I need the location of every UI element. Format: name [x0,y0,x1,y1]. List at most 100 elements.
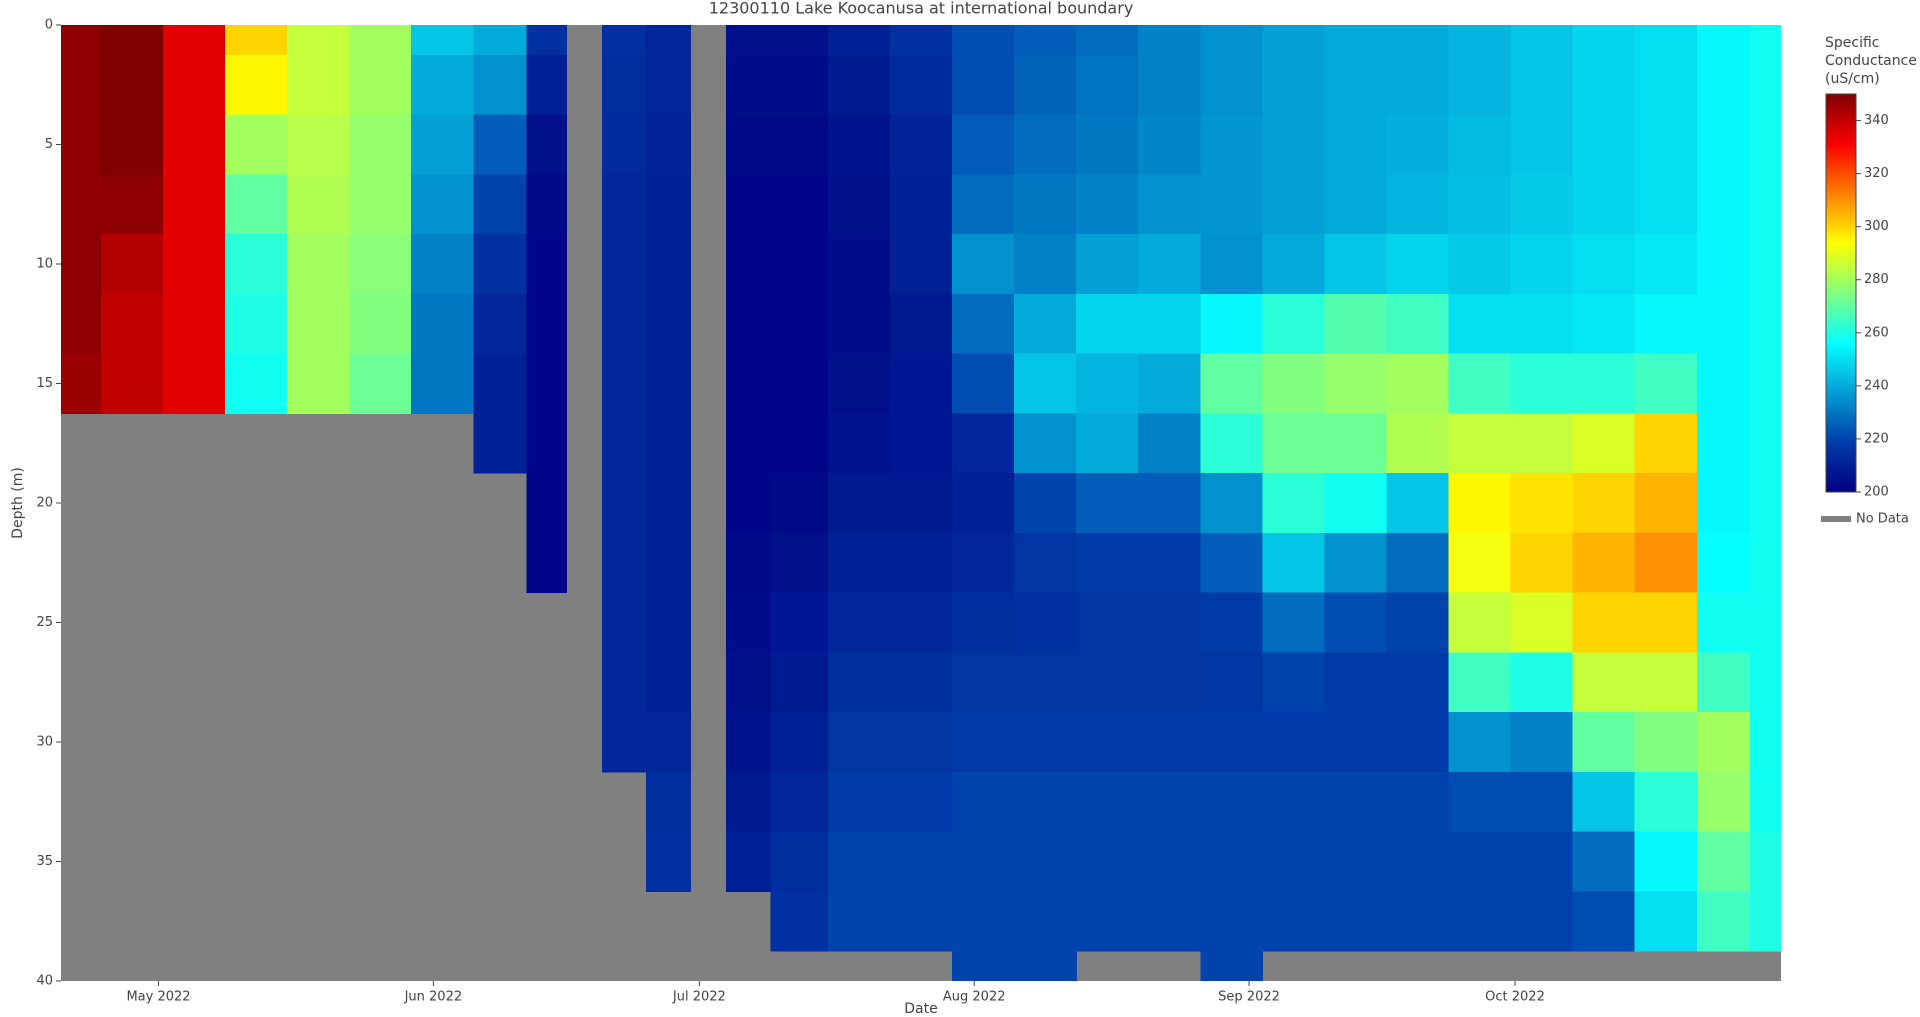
heatmap-cell [827,532,891,594]
heatmap-cell [889,293,953,355]
heatmap-cell [1696,592,1751,653]
heatmap-cell [1014,592,1077,653]
heatmap-cell [725,54,771,116]
heatmap-cell [100,353,164,414]
heatmap-cell [770,891,829,952]
x-tick-label: Sep 2022 [1218,990,1280,1005]
heatmap-cell [1200,413,1263,474]
heatmap-cell [1138,712,1201,773]
heatmap-cell [889,831,953,892]
heatmap-cell [601,353,647,414]
heatmap-cell [1324,473,1388,534]
heatmap-cell [1386,114,1450,175]
heatmap-cell [411,293,474,355]
heatmap-cell [827,413,891,474]
heatmap-cell [1262,54,1326,116]
heatmap-cell [1510,114,1574,175]
heatmap-cell [827,25,891,56]
heatmap-cell [473,234,528,295]
heatmap-cell [1262,473,1326,534]
heatmap-cell [1262,353,1326,414]
heatmap-cell [952,831,1015,892]
heatmap-cell [411,353,474,414]
heatmap-cell [1448,592,1512,653]
heatmap-cell [100,174,164,235]
heatmap-cell [1200,951,1263,981]
heatmap-cell [1324,652,1388,713]
heatmap-cell [61,353,102,414]
heatmap-cell [1138,473,1201,534]
heatmap-cell [646,413,692,474]
heatmap-cell [1138,891,1201,952]
heatmap-cell [1200,473,1263,534]
heatmap-cell [1386,293,1450,355]
heatmap-cell [601,25,647,56]
heatmap-cell [770,353,829,414]
y-tick-label: 15 [36,376,53,391]
heatmap-cell [1572,652,1636,713]
heatmap-cell [725,413,771,474]
heatmap-cell [1324,592,1388,653]
heatmap-cell [1262,413,1326,474]
heatmap-cell [770,532,829,594]
heatmap-cell [725,473,771,534]
heatmap-cell [646,353,692,414]
heatmap-cell [1696,891,1751,952]
heatmap-cell [225,25,288,56]
heatmap-cell [162,353,226,414]
heatmap-cell [1076,652,1139,713]
x-axis-title: Date [904,1001,937,1017]
heatmap-cell [225,114,288,175]
heatmap-cell [526,54,567,116]
heatmap-cell [1634,473,1698,534]
heatmap-cell [287,25,350,56]
heatmap-cell [225,293,288,355]
colorbar-tick-label: 340 [1864,113,1889,128]
heatmap-cell [770,54,829,116]
heatmap-cell [411,174,474,235]
heatmap-cell [1749,831,1781,892]
heatmap-cell [952,712,1015,773]
heatmap-cell [1386,891,1450,952]
x-tick-label: May 2022 [126,990,190,1005]
heatmap-cell [1749,114,1781,175]
heatmap-cell [411,25,474,56]
heatmap-cell [287,234,350,295]
heatmap-cell [1076,353,1139,414]
heatmap-cell [1014,771,1077,833]
y-tick-label: 40 [36,974,53,989]
heatmap-cell [1076,114,1139,175]
heatmap-cell [1200,712,1263,773]
heatmap-cell [61,234,102,295]
heatmap-cell [1510,413,1574,474]
heatmap-cell [1262,174,1326,235]
heatmap-cell [1200,293,1263,355]
heatmap-cell [1510,174,1574,235]
heatmap-cell [1200,592,1263,653]
heatmap-cell [1076,592,1139,653]
heatmap-cell [1138,592,1201,653]
heatmap-cell [646,25,692,56]
heatmap-cell [646,54,692,116]
heatmap-cell [1634,532,1698,594]
heatmap-cell [1076,293,1139,355]
legend-swatch [1821,516,1851,522]
heatmap-cell [287,54,350,116]
heatmap-cell [889,174,953,235]
heatmap-cell [1634,592,1698,653]
heatmap-cell [1386,174,1450,235]
heatmap-cell [1262,831,1326,892]
heatmap-cell [1076,712,1139,773]
heatmap-cell [1634,712,1698,773]
heatmap-cell [1510,234,1574,295]
heatmap-cell [1014,951,1077,981]
heatmap-cell [770,652,829,713]
heatmap-cell [411,54,474,116]
heatmap-cell [646,771,692,833]
heatmap-cell [225,353,288,414]
heatmap-cell [952,652,1015,713]
heatmap-cell [725,592,771,653]
heatmap-cell [827,174,891,235]
heatmap-cell [1572,712,1636,773]
heatmap-cell [601,413,647,474]
